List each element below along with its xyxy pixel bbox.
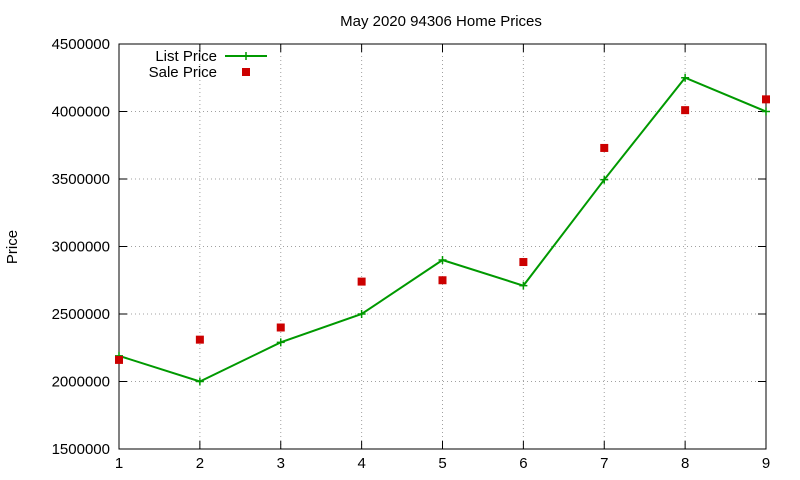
data-point <box>519 258 528 267</box>
legend-marker <box>242 68 250 76</box>
y-tick-label: 1500000 <box>52 441 110 458</box>
legend-label: List Price <box>155 48 217 65</box>
data-point <box>762 95 770 104</box>
y-tick-label: 2000000 <box>52 374 110 391</box>
data-point <box>600 143 609 152</box>
y-tick-label: 4000000 <box>52 104 110 121</box>
x-tick-label: 5 <box>438 455 446 472</box>
data-point <box>357 277 366 286</box>
data-point <box>195 335 204 344</box>
data-point <box>600 175 609 184</box>
y-tick-label: 4500000 <box>52 36 110 53</box>
axes: 1 2 3 4 5 6 7 8 9 1500000 2000000 2500000 3000000 350… <box>52 36 771 472</box>
x-tick-label: 8 <box>681 455 689 472</box>
x-tick-label: 4 <box>357 455 365 472</box>
series-layer <box>115 73 770 386</box>
data-point <box>195 377 204 386</box>
data-point <box>681 106 690 115</box>
data-point <box>681 73 690 82</box>
series-1 <box>115 95 770 364</box>
x-tick-label: 2 <box>196 455 204 472</box>
x-tick-label: 6 <box>519 455 527 472</box>
x-tick-label: 3 <box>277 455 285 472</box>
x-tick-label: 1 <box>115 455 123 472</box>
data-point <box>762 107 770 116</box>
legend-label: Sale Price <box>149 64 217 81</box>
data-point <box>115 355 123 364</box>
grid <box>119 44 766 449</box>
legend-marker <box>242 52 250 60</box>
series-0 <box>115 73 770 386</box>
x-tick-label: 9 <box>762 455 770 472</box>
chart-title: May 2020 94306 Home Prices <box>340 13 542 30</box>
data-point <box>438 276 447 285</box>
data-point <box>438 256 447 264</box>
data-point <box>519 281 528 290</box>
y-axis-label: Price <box>4 230 21 264</box>
data-point <box>357 310 366 318</box>
data-point <box>276 338 285 347</box>
y-tick-label: 2500000 <box>52 306 110 323</box>
y-tick-label: 3500000 <box>52 171 110 188</box>
data-point <box>276 323 285 332</box>
y-tick-label: 3000000 <box>52 239 110 256</box>
series-line <box>118 76 767 383</box>
x-tick-label: 7 <box>600 455 608 472</box>
